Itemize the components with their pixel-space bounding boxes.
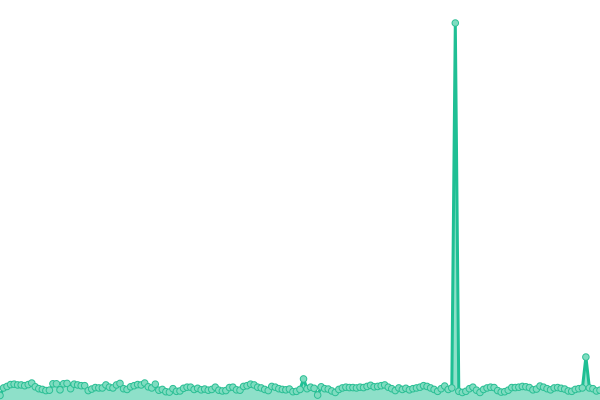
data-point <box>313 391 322 399</box>
data-point <box>447 384 456 392</box>
data-point <box>56 386 64 394</box>
data-point <box>596 386 600 394</box>
data-point <box>451 19 460 27</box>
data-point <box>63 379 71 388</box>
data-point <box>296 385 304 394</box>
data-point <box>45 386 54 394</box>
data-point <box>299 375 308 383</box>
data-point <box>151 380 160 388</box>
series-line <box>0 21 600 397</box>
data-point <box>582 353 590 361</box>
data-point <box>116 379 124 388</box>
data-point <box>0 391 4 400</box>
data-point <box>578 384 587 392</box>
data-point <box>310 384 318 393</box>
series-area <box>0 23 600 400</box>
series-markers <box>0 19 600 400</box>
data-point <box>52 379 61 388</box>
